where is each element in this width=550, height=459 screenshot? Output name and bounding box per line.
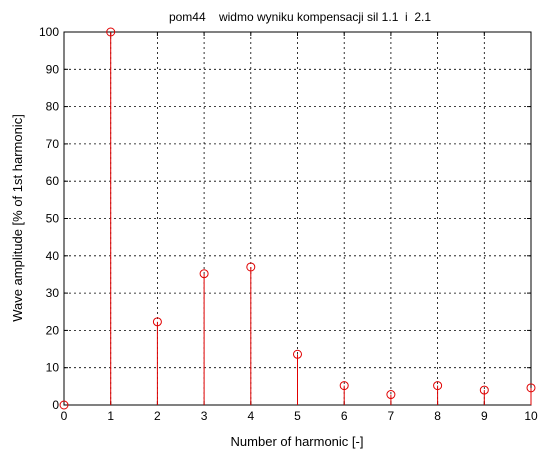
x-tick-label: 2 <box>154 409 161 423</box>
stem-marker <box>246 262 256 272</box>
stem-marker <box>479 385 489 395</box>
stem-marker <box>199 269 209 279</box>
y-tick-label: 60 <box>46 174 60 188</box>
stem-marker <box>293 349 302 359</box>
y-tick-label: 30 <box>46 286 60 300</box>
y-tick-label: 40 <box>46 249 60 263</box>
x-tick-label: 6 <box>341 409 348 423</box>
x-tick-label: 1 <box>107 409 114 423</box>
x-tick-label: 10 <box>524 409 538 423</box>
y-tick-label: 0 <box>52 398 59 412</box>
y-tick-label: 100 <box>39 25 59 39</box>
stem-marker <box>59 400 69 410</box>
stem-marker <box>433 381 443 391</box>
y-tick-label: 80 <box>46 100 60 114</box>
y-tick-label: 10 <box>46 361 60 375</box>
data-series <box>59 27 536 410</box>
x-tick-label: 8 <box>434 409 441 423</box>
stem-marker <box>339 381 349 391</box>
stem-marker <box>152 317 162 327</box>
y-axis-label: Wave amplitude [% of 1st harmonic] <box>10 114 25 322</box>
x-tick-label: 5 <box>294 409 301 423</box>
y-tick-label: 20 <box>46 323 60 337</box>
y-tick-label: 70 <box>46 137 60 151</box>
x-tick-label: 4 <box>247 409 254 423</box>
x-tick-label: 9 <box>481 409 488 423</box>
x-tick-label: 7 <box>388 409 395 423</box>
y-tick-label: 50 <box>46 212 60 226</box>
x-tick-label: 3 <box>201 409 208 423</box>
x-axis-label: Number of harmonic [-] <box>231 434 364 449</box>
stem-marker <box>106 27 116 37</box>
stem-marker <box>526 383 536 393</box>
grid-lines <box>64 32 531 405</box>
stem-marker <box>386 390 396 400</box>
chart-title: pom44 widmo wyniku kompensacji sil 1.1 i… <box>169 10 431 24</box>
x-tick-label: 0 <box>61 409 68 423</box>
y-tick-label: 90 <box>46 62 60 76</box>
